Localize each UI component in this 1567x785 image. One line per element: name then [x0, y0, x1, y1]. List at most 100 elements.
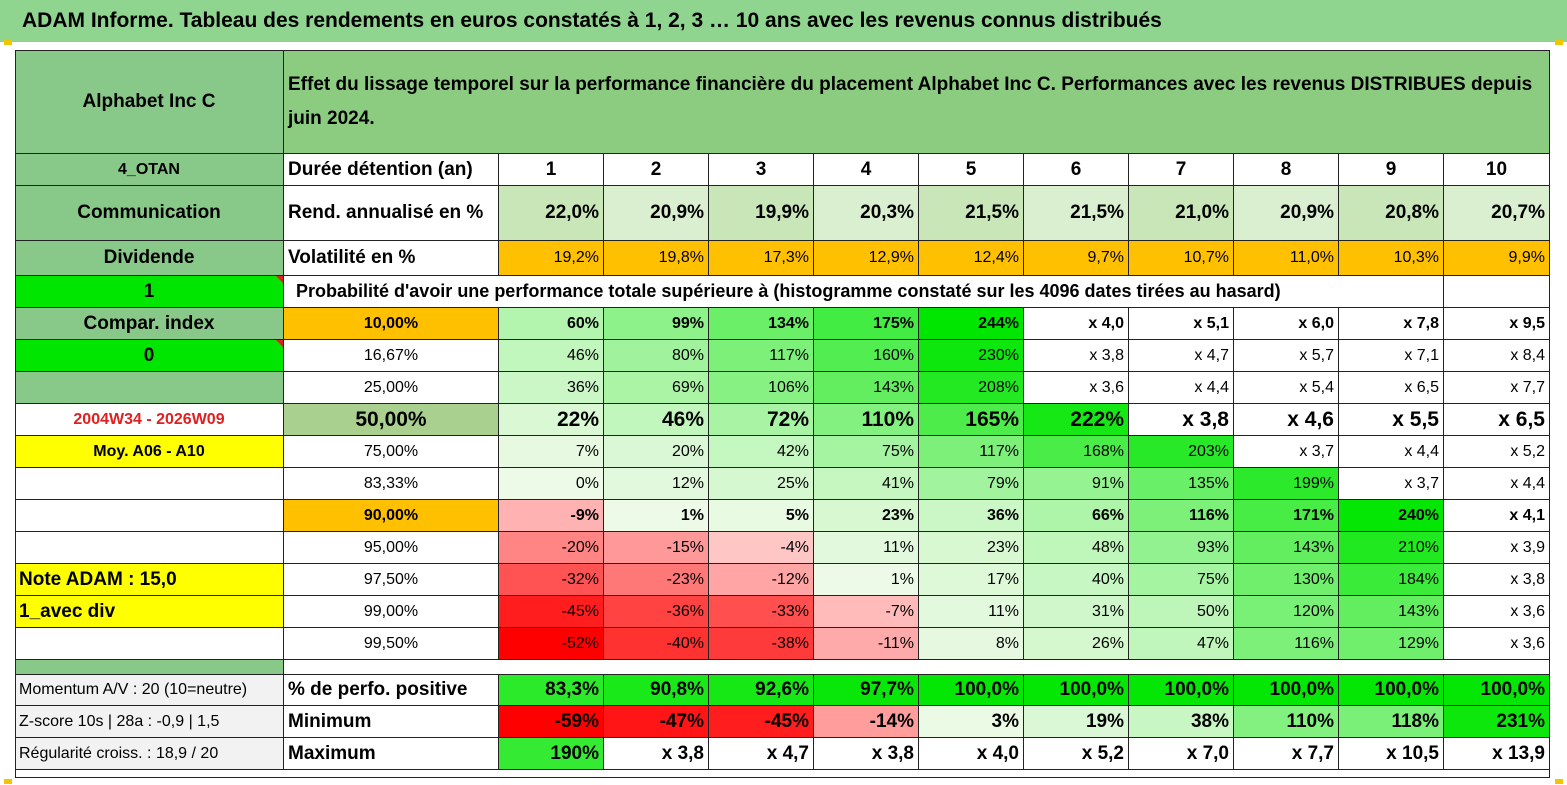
probability-value: x 3,6 [1444, 628, 1550, 660]
vol-value: 19,2% [499, 241, 604, 276]
probability-value: 143% [1339, 596, 1444, 628]
probability-value: 36% [499, 372, 604, 404]
year-header: 3 [709, 154, 814, 186]
min-value: 118% [1339, 706, 1444, 738]
comment-marker-icon [276, 340, 283, 347]
rend-value: 20,7% [1444, 186, 1550, 241]
probability-value: 17% [919, 564, 1024, 596]
probability-value: x 3,8 [1129, 404, 1234, 436]
adam-note: Note ADAM : 15,0 [15, 564, 284, 596]
pos-value: 83,3% [499, 675, 604, 706]
pos-value: 100,0% [1444, 675, 1550, 706]
probability-value: -11% [814, 628, 919, 660]
probability-value: 199% [1234, 468, 1339, 500]
probability-value: 0% [499, 468, 604, 500]
rend-lt-row [15, 468, 284, 500]
min-value: 231% [1444, 706, 1550, 738]
probability-value: 69% [604, 372, 709, 404]
selection-handle [4, 40, 12, 45]
spacer-green-cell [15, 660, 284, 675]
probability-value: 46% [499, 340, 604, 372]
pos-value: 100,0% [1024, 675, 1129, 706]
pos-value: 100,0% [1234, 675, 1339, 706]
probability-level: 16,67% [284, 340, 499, 372]
vol-value: 10,7% [1129, 241, 1234, 276]
probability-value: 7% [499, 436, 604, 468]
performance-table: Alphabet Inc C 4_OTAN Communication Dividen… [15, 50, 1550, 778]
dividend-type: Dividende [15, 241, 284, 276]
probability-value: 117% [919, 436, 1024, 468]
probability-value: 66% [1024, 500, 1129, 532]
probability-value: 12% [604, 468, 709, 500]
year-header: 4 [814, 154, 919, 186]
rend-label: Rend. annualisé en % [284, 186, 499, 241]
probability-value: 23% [919, 532, 1024, 564]
empty-green-cell [15, 372, 284, 404]
vol-value: 9,9% [1444, 241, 1550, 276]
probability-value: x 7,8 [1339, 308, 1444, 340]
max-label: Maximum [284, 738, 499, 770]
probability-value: x 7,1 [1339, 340, 1444, 372]
probability-value: 46% [604, 404, 709, 436]
period-label: 2004W34 - 2026W09 [15, 404, 284, 436]
max-value: x 4,7 [709, 738, 814, 770]
vol-value: 19,8% [604, 241, 709, 276]
max-value: x 13,9 [1444, 738, 1550, 770]
probability-value: -9% [499, 500, 604, 532]
year-header: 5 [919, 154, 1024, 186]
probability-value: 31% [1024, 596, 1129, 628]
probability-value: x 4,4 [1444, 468, 1550, 500]
min-value: -45% [709, 706, 814, 738]
probability-value: x 9,5 [1444, 308, 1550, 340]
probability-value: -4% [709, 532, 814, 564]
probability-value: -33% [709, 596, 814, 628]
year-header: 9 [1339, 154, 1444, 186]
rend-value: 19,9% [709, 186, 814, 241]
comment-marker-icon [276, 276, 283, 283]
zscore-label: Z-score 10s | 28a : -0,9 | 1,5 [15, 706, 284, 738]
probability-level: 50,00% [284, 404, 499, 436]
probability-value: x 4,1 [1444, 500, 1550, 532]
probability-value: 47% [1129, 628, 1234, 660]
probability-value: 184% [1339, 564, 1444, 596]
rend-value: 20,9% [604, 186, 709, 241]
probability-value: x 3,8 [1444, 564, 1550, 596]
probability-value: 93% [1129, 532, 1234, 564]
probability-value: 116% [1129, 500, 1234, 532]
year-header: 8 [1234, 154, 1339, 186]
sharpe-row [15, 532, 284, 564]
probability-value: 5% [709, 500, 814, 532]
probability-value: 26% [1024, 628, 1129, 660]
rend-value: 20,8% [1339, 186, 1444, 241]
probability-level: 99,00% [284, 596, 499, 628]
probability-value: 230% [919, 340, 1024, 372]
probability-value: 11% [919, 596, 1024, 628]
probability-value: x 4,4 [1129, 372, 1234, 404]
company-name: Alphabet Inc C [15, 50, 284, 154]
year-header: 7 [1129, 154, 1234, 186]
max-value: x 7,7 [1234, 738, 1339, 770]
volat-lt-row [15, 500, 284, 532]
probability-value: 80% [604, 340, 709, 372]
probability-value: 244% [919, 308, 1024, 340]
probability-value: 210% [1339, 532, 1444, 564]
rend-value: 20,9% [1234, 186, 1339, 241]
selection-handle [1555, 40, 1563, 45]
probability-value: 50% [1129, 596, 1234, 628]
probability-value: 168% [1024, 436, 1129, 468]
probability-value: 130% [1234, 564, 1339, 596]
vol-value: 12,4% [919, 241, 1024, 276]
probability-level: 25,00% [284, 372, 499, 404]
probability-value: 23% [814, 500, 919, 532]
min-label: Minimum [284, 706, 499, 738]
year-header: 2 [604, 154, 709, 186]
probability-value: x 4,4 [1339, 436, 1444, 468]
probability-value: 48% [1024, 532, 1129, 564]
probability-value: 134% [709, 308, 814, 340]
probability-value: x 6,5 [1339, 372, 1444, 404]
sector-label: Communication [15, 186, 284, 241]
year-header: 6 [1024, 154, 1129, 186]
probability-value: 42% [709, 436, 814, 468]
probability-value: 40% [1024, 564, 1129, 596]
probability-value: 72% [709, 404, 814, 436]
